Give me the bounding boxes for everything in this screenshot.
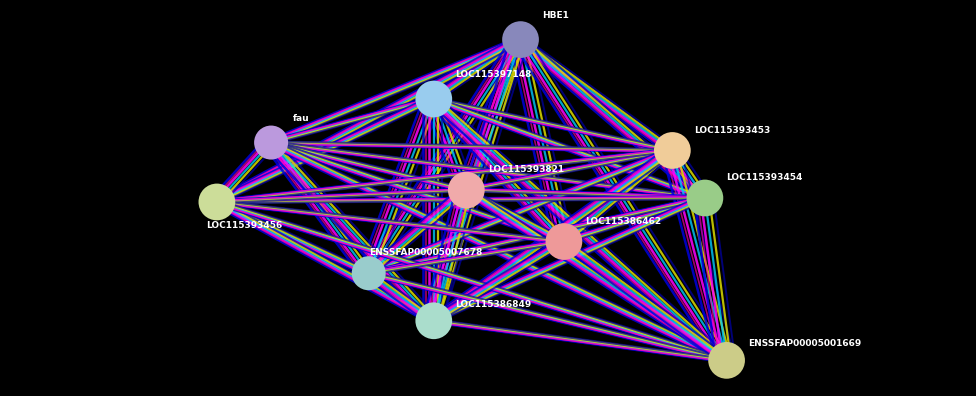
Point [556,238,572,245]
Point [426,96,441,102]
Text: HBE1: HBE1 [543,11,569,20]
Point [697,195,712,201]
Text: LOC115386462: LOC115386462 [586,217,662,226]
Text: LOC115393821: LOC115393821 [488,165,564,174]
Point [718,357,734,364]
Point [459,187,474,193]
Point [426,318,441,324]
Point [209,199,224,205]
Point [361,270,377,276]
Text: ENSSFAP00005001669: ENSSFAP00005001669 [749,339,862,348]
Text: LOC115393454: LOC115393454 [726,173,803,182]
Text: ENSSFAP00005007678: ENSSFAP00005007678 [369,248,482,257]
Point [264,139,279,146]
Text: fau: fau [293,114,309,123]
Point [512,36,528,43]
Point [665,147,680,154]
Text: LOC115397148: LOC115397148 [456,70,532,79]
Text: LOC115393453: LOC115393453 [694,126,770,135]
Text: LOC115393456: LOC115393456 [206,221,282,230]
Text: LOC115386849: LOC115386849 [456,300,532,309]
